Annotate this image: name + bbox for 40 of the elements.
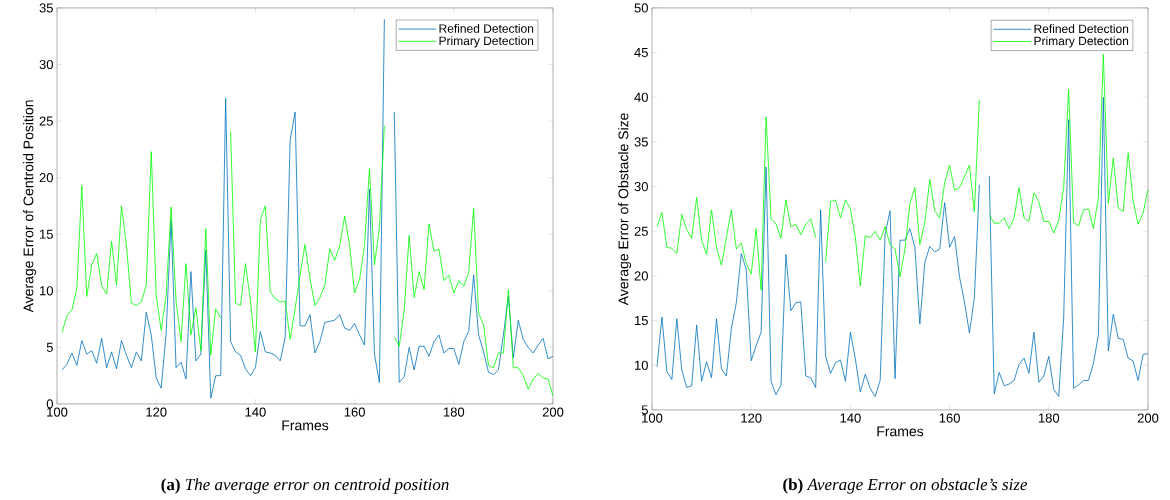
y-tick-label: 30 bbox=[634, 182, 648, 192]
y-tick-label: 10 bbox=[635, 360, 648, 370]
x-tick-label: 180 bbox=[443, 407, 465, 417]
x-axis-title: Frames bbox=[877, 426, 924, 437]
y-tick-label: 5 bbox=[641, 405, 648, 415]
y-axis-title: Average Error of Obstacle Size bbox=[618, 113, 632, 306]
legend-label: Primary Detection bbox=[439, 36, 534, 48]
text: (b) Average Error on obstacle’s size bbox=[783, 478, 1028, 494]
x-tick-label: 100 bbox=[642, 413, 663, 423]
y-tick-label: 50 bbox=[634, 3, 648, 13]
y-tick-label: 5 bbox=[46, 342, 53, 352]
y-tick-label: 25 bbox=[39, 116, 53, 126]
x-axis-title: Frames bbox=[282, 420, 329, 431]
y-tick-label: 20 bbox=[634, 271, 648, 281]
y-tick-label: 20 bbox=[39, 173, 53, 183]
y-tick-label: 25 bbox=[634, 226, 648, 236]
y-tick-label: 45 bbox=[634, 48, 648, 58]
x-tick-label: 200 bbox=[542, 407, 564, 417]
y-axis-title: Average Error of Centroid Position bbox=[23, 100, 37, 313]
legend-label: Refined Detection bbox=[439, 24, 534, 33]
y-tick-label: 35 bbox=[634, 137, 648, 147]
x-tick-label: 160 bbox=[344, 407, 365, 417]
y-tick-label: 40 bbox=[634, 92, 648, 102]
y-tick-label: 10 bbox=[40, 286, 53, 296]
y-tick-label: 0 bbox=[46, 399, 53, 409]
x-tick-label: 120 bbox=[146, 407, 167, 417]
x-tick-label: 200 bbox=[1137, 413, 1159, 423]
x-tick-label: 140 bbox=[245, 407, 266, 417]
text: (a) The average error on centroid position bbox=[161, 478, 449, 494]
y-tick-label: 15 bbox=[635, 316, 648, 326]
y-tick-label: 15 bbox=[40, 229, 53, 239]
x-tick-label: 100 bbox=[47, 407, 68, 417]
legend-label: Primary Detection bbox=[1034, 36, 1129, 48]
x-tick-label: 180 bbox=[1038, 413, 1060, 423]
x-tick-label: 160 bbox=[939, 413, 960, 423]
y-tick-label: 35 bbox=[39, 3, 53, 13]
y-tick-label: 30 bbox=[39, 59, 53, 70]
legend-label: Refined Detection bbox=[1034, 24, 1129, 34]
x-tick-label: 140 bbox=[840, 413, 861, 423]
x-tick-label: 120 bbox=[741, 413, 762, 423]
